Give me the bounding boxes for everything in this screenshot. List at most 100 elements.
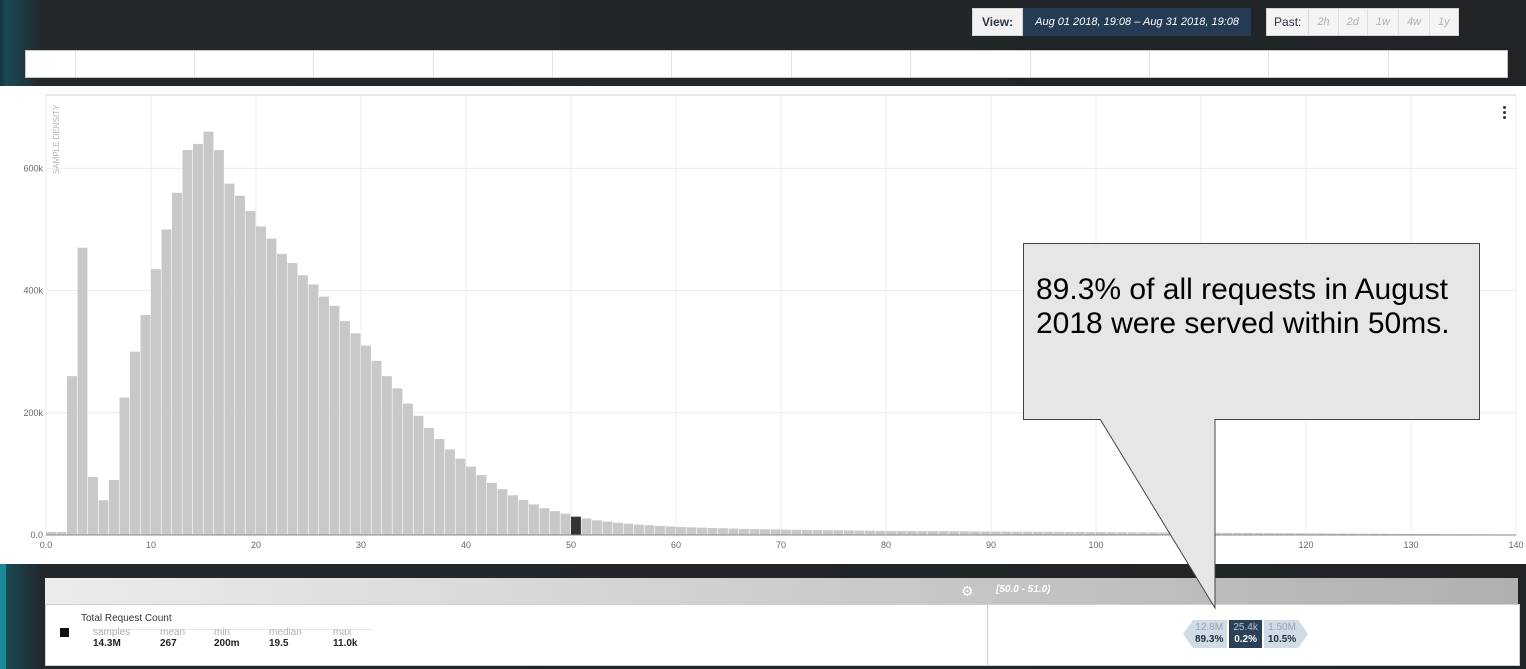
stat-value: 200m bbox=[214, 638, 240, 649]
timeline-scrubber[interactable] bbox=[25, 50, 1508, 78]
histogram-bar bbox=[1411, 533, 1421, 535]
histogram-bar bbox=[1358, 533, 1369, 535]
histogram-bar bbox=[529, 504, 539, 535]
histogram-bar bbox=[938, 531, 949, 535]
past-option-4w[interactable]: 4w bbox=[1399, 9, 1430, 35]
histogram-bar bbox=[802, 529, 812, 535]
stat-value: 14.3M bbox=[93, 638, 121, 649]
timeline-tick bbox=[1030, 51, 1031, 77]
histogram-bar bbox=[392, 388, 403, 535]
histogram-bar bbox=[298, 275, 308, 535]
histogram-bar bbox=[686, 527, 697, 535]
past-option-1w[interactable]: 1w bbox=[1368, 9, 1399, 35]
histogram-bar bbox=[1001, 531, 1012, 535]
stat-label: samples bbox=[93, 627, 131, 638]
histogram-bar bbox=[844, 530, 854, 535]
timeline-tick bbox=[194, 51, 195, 77]
histogram-bar bbox=[130, 351, 140, 535]
histogram-bar bbox=[1064, 531, 1075, 535]
summary-header bbox=[45, 578, 1518, 604]
timeline-tick bbox=[552, 51, 553, 77]
histogram-bar bbox=[1243, 532, 1253, 535]
x-tick-label: 50 bbox=[566, 540, 576, 550]
histogram-bar bbox=[823, 530, 833, 535]
histogram-bar bbox=[140, 315, 151, 535]
histogram-bar bbox=[46, 531, 56, 535]
histogram-bar bbox=[707, 527, 718, 535]
histogram-bar bbox=[287, 263, 298, 535]
stat-label: median bbox=[269, 627, 302, 638]
series-swatch bbox=[60, 628, 69, 637]
histogram-bar bbox=[728, 528, 739, 535]
summary-divider bbox=[987, 604, 988, 666]
x-tick-label: 80 bbox=[881, 540, 891, 550]
timeline-tick bbox=[313, 51, 314, 77]
histogram-bar bbox=[67, 376, 77, 535]
histogram-bar bbox=[613, 522, 623, 535]
histogram-bar bbox=[760, 529, 770, 535]
stat-min: min 200m bbox=[214, 628, 240, 650]
histogram-bar bbox=[1253, 533, 1264, 535]
callout-text: 89.3% of all requests in August 2018 wer… bbox=[1036, 273, 1450, 340]
histogram-bar bbox=[508, 495, 518, 535]
bucket-percent: 0.2% bbox=[1234, 634, 1257, 645]
histogram-bar bbox=[466, 466, 476, 535]
histogram-bar bbox=[1075, 532, 1085, 535]
histogram-bar bbox=[980, 531, 991, 535]
histogram-bar bbox=[781, 529, 791, 535]
past-option-1y[interactable]: 1y bbox=[1438, 16, 1450, 28]
histogram-bar bbox=[1022, 531, 1033, 535]
bucket-below[interactable]: 12.8M 89.3% bbox=[1183, 620, 1228, 648]
view-range-selector[interactable]: Aug 01 2018, 19:08 – Aug 31 2018, 19:08 bbox=[1023, 8, 1252, 36]
histogram-bar bbox=[991, 531, 1001, 535]
histogram-bar bbox=[161, 229, 172, 535]
stat-mean: mean 267 bbox=[160, 628, 185, 650]
x-tick-label: 130 bbox=[1403, 540, 1418, 550]
bucket-count: 25.4k bbox=[1233, 622, 1258, 633]
histogram-bar bbox=[350, 333, 361, 535]
histogram-bar bbox=[1264, 533, 1274, 535]
x-tick-label: 30 bbox=[356, 540, 366, 550]
histogram-bar bbox=[266, 238, 277, 535]
histogram-bar bbox=[634, 524, 644, 535]
timeline-tick bbox=[671, 51, 672, 77]
histogram-bar bbox=[592, 520, 602, 535]
bucket-selected[interactable]: 25.4k 0.2% bbox=[1229, 620, 1262, 648]
y-tick-label: 200k bbox=[23, 408, 43, 418]
x-tick-label: 0.0 bbox=[40, 540, 53, 550]
x-tick-label: 110 bbox=[1194, 540, 1208, 550]
histogram-bar bbox=[812, 530, 823, 535]
x-tick-label: 120 bbox=[1298, 540, 1313, 550]
chart-menu-icon[interactable] bbox=[1498, 104, 1510, 126]
stats-divider bbox=[92, 629, 372, 630]
histogram-bar bbox=[371, 360, 382, 535]
histogram-bar bbox=[539, 508, 550, 535]
histogram-bar bbox=[749, 529, 760, 535]
histogram-bar bbox=[875, 530, 886, 535]
histogram-bar bbox=[445, 449, 455, 535]
view-label: View: bbox=[972, 8, 1024, 36]
histogram-bar bbox=[865, 530, 875, 535]
bucket-above[interactable]: 1.50M 10.5% bbox=[1264, 620, 1308, 648]
histogram-bar bbox=[203, 131, 214, 535]
histogram-bar bbox=[56, 531, 67, 535]
x-tick-label: 70 bbox=[776, 540, 786, 550]
histogram-bar bbox=[623, 523, 634, 535]
timeline-tick bbox=[910, 51, 911, 77]
stat-label: min bbox=[214, 627, 231, 638]
histogram-bar bbox=[182, 150, 193, 535]
histogram-bar bbox=[1232, 532, 1243, 535]
histogram-bar bbox=[581, 518, 592, 535]
histogram-bar bbox=[1012, 531, 1022, 535]
histogram-bar bbox=[791, 529, 802, 535]
stat-label: mean bbox=[160, 627, 186, 638]
histogram-bar bbox=[1222, 532, 1232, 535]
histogram-bar bbox=[718, 528, 728, 535]
past-option-2h[interactable]: 2h bbox=[1309, 9, 1339, 35]
settings-gear-icon[interactable]: ⚙ bbox=[961, 583, 974, 599]
histogram-bar bbox=[886, 530, 896, 535]
timeline-tick bbox=[791, 51, 792, 77]
past-option-2d[interactable]: 2d bbox=[1339, 9, 1368, 35]
histogram-bar bbox=[308, 284, 319, 535]
timeline-tick bbox=[433, 51, 434, 77]
